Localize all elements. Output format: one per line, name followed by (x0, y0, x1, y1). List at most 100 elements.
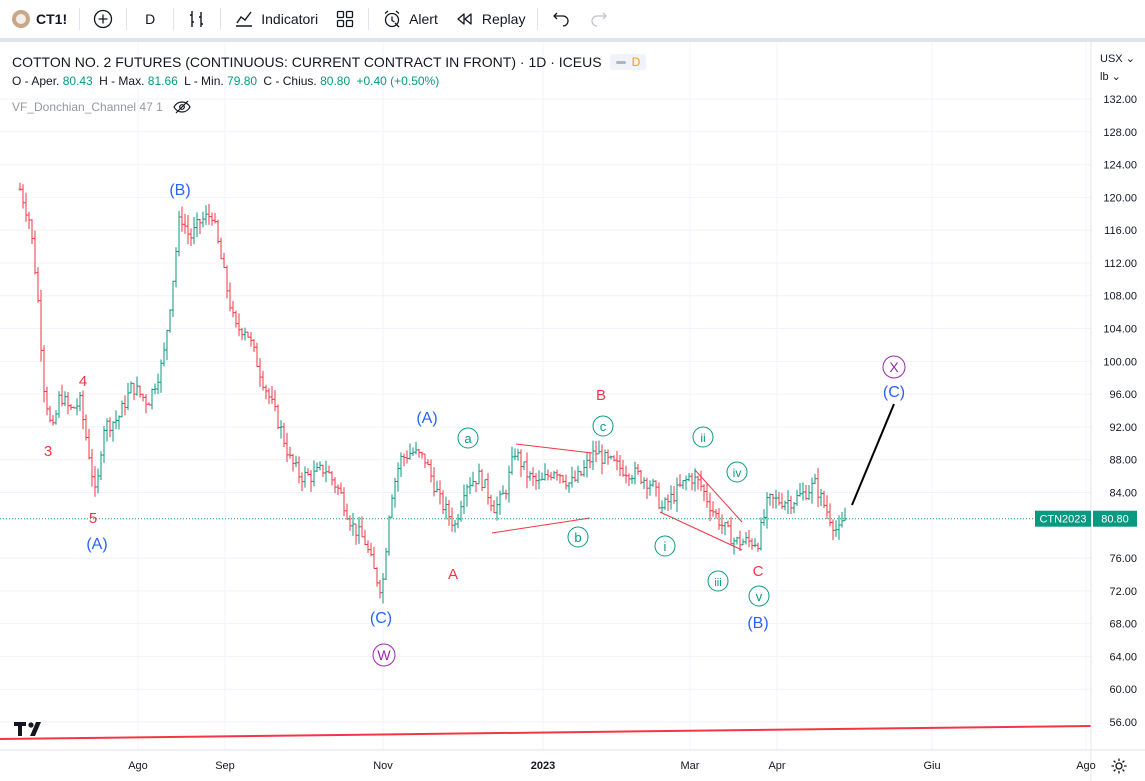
price-axis-label: 128.00 (1103, 127, 1137, 139)
wave-label-text: X (889, 359, 899, 375)
time-axis[interactable]: Ago Sep Nov 2023 Mar Apr Giu Ago (0, 749, 1145, 772)
close-value: 80.80 (320, 74, 351, 88)
ohlc-bar (135, 376, 139, 396)
layout-grid-icon (334, 8, 356, 30)
ohlc-bar (162, 342, 166, 367)
ohlc-bar (201, 211, 205, 228)
ohlc-bar (507, 465, 511, 503)
toolbar-divider (537, 8, 539, 30)
interval-button[interactable]: D (131, 3, 169, 35)
tradingview-logo-icon[interactable] (14, 721, 46, 742)
ohlc-bar (24, 192, 28, 222)
eye-hidden-icon[interactable] (171, 96, 193, 118)
ohlc-bar (762, 509, 766, 526)
unit-selector[interactable]: lb ⌄ (1100, 68, 1135, 86)
price-axis-background (1091, 42, 1145, 781)
replay-button[interactable]: Replay (446, 3, 534, 35)
ohlc-bar (399, 452, 403, 477)
currency-selector[interactable]: USX ⌄ (1100, 50, 1135, 68)
ohlc-bar (18, 182, 22, 191)
ohlc-bar (171, 280, 175, 317)
market-status-badge[interactable]: D (609, 54, 647, 70)
symbol-price-tag-label: CTN2023 (1039, 514, 1086, 526)
wave-label-red: C (753, 563, 764, 580)
close-label: C - Chius. (263, 74, 317, 88)
chart-settings-gear-icon[interactable] (1110, 757, 1128, 780)
price-axis[interactable]: 132.00 128.00 124.00 120.00 116.00 112.00 108.… (1035, 42, 1145, 781)
ohlc-bar (342, 487, 346, 517)
ohlc-bar (282, 422, 286, 447)
symbol-logo-icon (12, 10, 30, 28)
price-axis-label: 68.00 (1109, 619, 1137, 631)
ohlc-bar (624, 465, 628, 484)
ohlc-bar (48, 405, 52, 423)
ohlc-bar (267, 388, 271, 405)
ohlc-bar (402, 453, 406, 467)
symbol-title[interactable]: COTTON NO. 2 FUTURES (CONTINUOUS: CURREN… (12, 54, 602, 70)
interval-label: D (145, 11, 156, 27)
ohlc-bar (396, 462, 400, 492)
wave-label-text: (B) (169, 182, 190, 199)
time-axis-label: Ago (128, 760, 148, 772)
ohlc-bar (486, 473, 490, 505)
ohlc-bar (582, 459, 586, 477)
ohlc-bar (393, 477, 397, 508)
high-label: H - Max. (99, 74, 145, 88)
alert-label: Alert (409, 11, 438, 27)
change-value: +0.40 (+0.50%) (356, 74, 440, 88)
ohlc-bar (798, 482, 802, 497)
ohlc-bar (705, 483, 709, 508)
undo-button[interactable] (542, 3, 580, 35)
ohlc-bar (573, 470, 577, 482)
chart-pane[interactable]: 3 4 5 A B C (A) (B) (C) (A) (B) (C) a b c i ii iii iv v W X 1… (0, 42, 1145, 781)
ohlc-bar (141, 393, 145, 402)
ohlc-bar (129, 381, 133, 394)
alert-button[interactable]: Alert (373, 3, 446, 35)
ohlc-bar (72, 406, 76, 409)
wave-label-text: i (664, 539, 667, 554)
ohlc-bar (663, 497, 667, 510)
ohlc-bar (672, 486, 676, 504)
templates-button[interactable] (326, 3, 364, 35)
ohlc-bar (87, 428, 91, 460)
ohlc-bar (90, 449, 94, 487)
symbol-search-button[interactable]: CT1! (0, 3, 75, 35)
ohlc-bar (333, 477, 337, 494)
ohlc-bar (510, 446, 514, 475)
chart-type-button[interactable] (178, 3, 216, 35)
ohlc-bar (537, 470, 541, 490)
price-axis-controls[interactable]: USX ⌄ lb ⌄ (1100, 50, 1135, 86)
compare-add-button[interactable] (84, 3, 122, 35)
ohlc-bar (258, 358, 262, 387)
indicators-button[interactable]: Indicatori (225, 3, 326, 35)
ohlc-bar (558, 473, 562, 484)
price-axis-label: 84.00 (1109, 487, 1137, 499)
ohlc-bar (159, 359, 163, 393)
triangle-lower-line (491, 517, 591, 534)
wave-label-text: (B) (747, 615, 768, 632)
redo-button[interactable] (580, 3, 618, 35)
wave-label-text: c (600, 419, 607, 434)
ohlc-bar (837, 515, 841, 540)
ohlc-bar (111, 421, 115, 442)
wave-label-red: 5 (89, 510, 97, 527)
wave-label-green: b (567, 526, 589, 548)
ohlc-bar (435, 480, 439, 493)
ohlc-bar (123, 395, 127, 416)
ohlc-bar (21, 184, 25, 209)
ohlc-bar (696, 475, 700, 490)
wave-label-blue: (C) (370, 610, 392, 627)
toolbar-divider (368, 8, 370, 30)
ohlc-bar (813, 473, 817, 485)
ohlc-bar (81, 390, 85, 430)
ohlc-bar (597, 440, 601, 455)
ohlc-bar (789, 495, 793, 515)
indicator-name: VF_Donchian_Channel 47 1 (12, 100, 163, 114)
ohlc-bar (792, 501, 796, 514)
ohlc-bar (738, 530, 742, 552)
indicator-legend-row[interactable]: VF_Donchian_Channel 47 1 (12, 96, 646, 118)
ohlc-bar (372, 546, 376, 569)
ohlc-bar (642, 477, 646, 490)
